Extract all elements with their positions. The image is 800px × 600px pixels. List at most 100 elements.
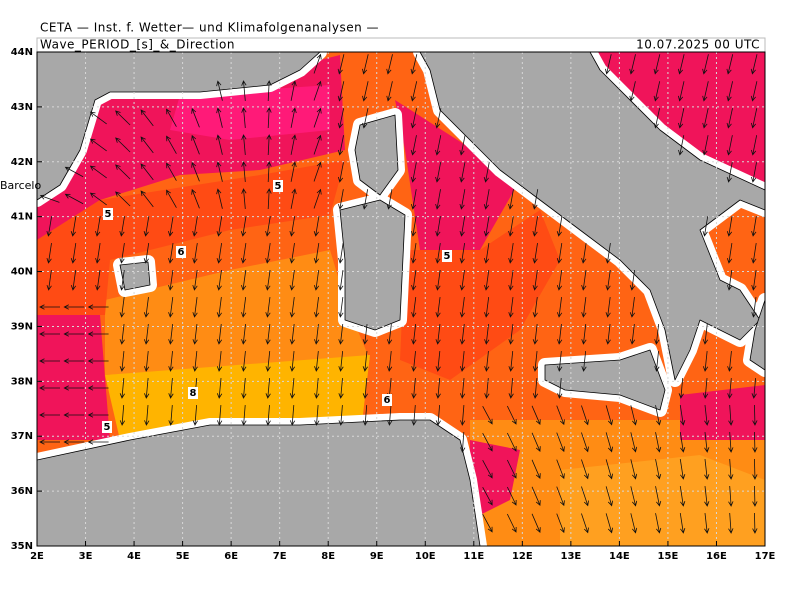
- arrow: [266, 161, 272, 183]
- arrow: [387, 405, 393, 426]
- arrow: [727, 270, 733, 291]
- arrow: [752, 512, 758, 534]
- x-tick-label: 5E: [176, 551, 190, 562]
- x-tick-label: 13E: [560, 551, 581, 562]
- arrow: [119, 243, 125, 264]
- arrow: [289, 405, 296, 426]
- arrow: [314, 405, 320, 426]
- arrow: [435, 216, 441, 237]
- institute: CETA — Inst. f. Wetter— und Klimafolgena…: [40, 21, 379, 35]
- arrow: [337, 135, 344, 156]
- arrow: [483, 243, 490, 264]
- arrow: [581, 486, 589, 507]
- arrow: [484, 378, 490, 399]
- contour-labels: 5 6 5 8 6 5 5: [102, 180, 452, 433]
- arrow: [605, 54, 612, 75]
- arrow: [629, 81, 636, 102]
- arrow: [435, 243, 441, 264]
- arrow: [191, 107, 200, 128]
- arrow: [95, 243, 101, 264]
- arrow: [410, 189, 417, 210]
- arrow: [217, 405, 223, 426]
- grid: [37, 52, 765, 546]
- x-tick-label: 6E: [224, 551, 238, 562]
- arrow: [410, 81, 418, 102]
- arrow: [459, 243, 466, 264]
- arrow: [581, 351, 587, 372]
- arrow: [750, 135, 758, 156]
- arrow: [459, 189, 466, 210]
- arrow: [362, 108, 369, 129]
- arrow: [143, 216, 150, 237]
- arrow: [64, 166, 84, 178]
- x-tick-label: 4E: [127, 551, 141, 562]
- arrow: [581, 297, 587, 318]
- arrow: [313, 188, 322, 209]
- arrow: [459, 216, 466, 237]
- map-area: 5 6 5 8 6 5 5: [37, 52, 765, 546]
- arrow: [289, 243, 295, 264]
- arrow: [290, 134, 297, 155]
- contour-label: 6: [384, 395, 391, 406]
- arrow: [241, 351, 247, 372]
- arrow: [338, 297, 344, 318]
- arrow: [751, 243, 757, 264]
- arrow: [119, 297, 125, 318]
- arrow: [751, 297, 757, 318]
- arrow: [338, 378, 344, 399]
- arrow: [752, 431, 758, 453]
- arrow: [115, 137, 131, 153]
- arrow: [506, 459, 517, 479]
- arrow: [241, 161, 247, 182]
- arrow: [191, 188, 200, 209]
- arrow: [191, 134, 200, 155]
- y-tick-label: 37N: [11, 431, 33, 442]
- arrow: [704, 405, 710, 426]
- land: [37, 52, 765, 546]
- contour-label: 8: [190, 388, 197, 399]
- arrow: [241, 297, 247, 318]
- arrow: [557, 378, 563, 399]
- arrow: [265, 297, 271, 318]
- arrow: [581, 432, 589, 453]
- arrow: [168, 297, 174, 318]
- place-label: Barcelo: [0, 179, 41, 192]
- arrow: [411, 378, 417, 399]
- arrow: [87, 385, 109, 391]
- x-tick-label: 12E: [512, 551, 533, 562]
- arrow: [459, 324, 466, 345]
- arrow: [192, 351, 198, 372]
- arrow: [750, 54, 758, 75]
- y-tick-label: 42N: [11, 157, 33, 168]
- arrow: [39, 304, 60, 310]
- contour-label: 5: [275, 181, 282, 192]
- arrow: [386, 54, 393, 75]
- contour-label-bg: [103, 208, 113, 220]
- arrow: [678, 108, 685, 129]
- arrow: [216, 188, 223, 209]
- contour-label: 5: [444, 251, 451, 262]
- arrow: [702, 54, 709, 75]
- arrow: [506, 405, 517, 425]
- arrow: [531, 459, 541, 479]
- arrow: [265, 378, 271, 399]
- arrow: [289, 351, 296, 372]
- arrow: [39, 412, 60, 418]
- arrow: [532, 324, 538, 345]
- arrow: [532, 378, 539, 399]
- arrow: [168, 405, 174, 426]
- arrow: [216, 107, 223, 128]
- arrow: [87, 439, 109, 445]
- x-tick-label: 9E: [370, 551, 384, 562]
- arrow: [653, 54, 661, 75]
- x-tick-label: 17E: [755, 551, 776, 562]
- y-tick-label: 35N: [11, 541, 33, 552]
- arrow: [290, 188, 297, 209]
- arrow: [556, 513, 565, 534]
- arrow: [484, 270, 490, 291]
- arrow: [63, 304, 85, 310]
- arrow: [386, 351, 393, 372]
- arrow: [506, 486, 517, 506]
- contour-label-bg: [102, 421, 112, 433]
- x-tick-label: 11E: [463, 551, 484, 562]
